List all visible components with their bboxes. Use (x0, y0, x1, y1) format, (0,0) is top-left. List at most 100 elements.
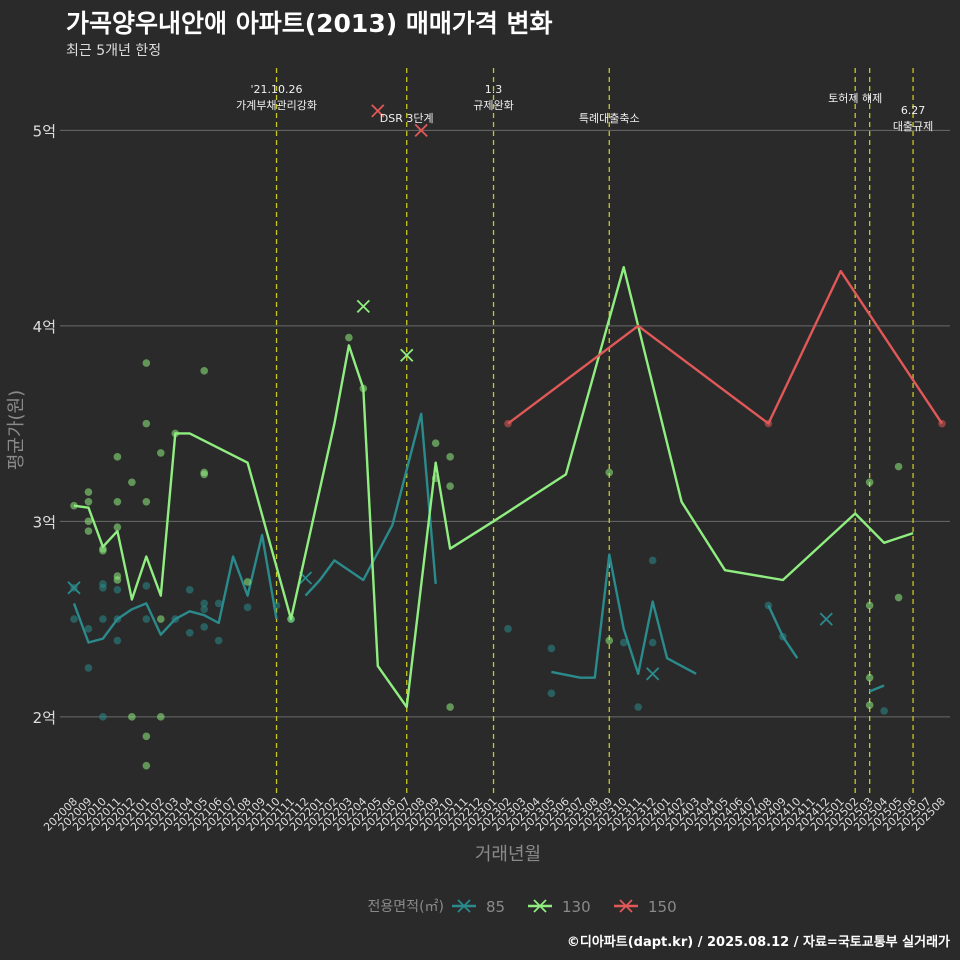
y-tick-label: 3억 (33, 513, 56, 531)
x-marker-150 (371, 104, 385, 118)
data-point-130 (865, 701, 874, 709)
x-marker-130 (356, 299, 370, 313)
data-point-85 (880, 707, 888, 715)
data-point-130 (128, 713, 136, 721)
data-point-130 (142, 359, 151, 367)
series-line-85 (304, 412, 437, 597)
data-point-130 (157, 615, 165, 623)
x-marker-85-b (67, 581, 81, 595)
policy-label: '21.10.26 (251, 83, 303, 96)
data-point-130 (894, 462, 903, 471)
y-tick-label: 5억 (33, 122, 56, 140)
data-point-85 (243, 603, 252, 612)
legend-label: 150 (648, 898, 677, 916)
data-point-85 (99, 615, 107, 623)
policy-label: 6.27 (901, 104, 926, 117)
data-point-130 (605, 468, 614, 477)
x-marker-150-b (371, 104, 385, 118)
y-axis-title: 평균가(원) (6, 390, 27, 470)
data-point-130 (84, 527, 93, 535)
source-caption: ©디아파트(dapt.kr) / 2025.08.12 / 자료=국토교통부 실… (566, 935, 950, 950)
data-point-85 (142, 582, 151, 590)
data-point-130 (142, 761, 151, 770)
data-point-130 (446, 482, 454, 490)
series-85 (67, 412, 888, 721)
x-marker-85-b (298, 571, 313, 585)
x-marker-85 (819, 612, 833, 626)
data-point-130 (142, 498, 151, 506)
x-marker-150-b (414, 123, 428, 138)
policy-label: 가계부채관리강화 (236, 99, 317, 112)
data-point-130 (157, 449, 165, 457)
y-tick-label: 4억 (33, 318, 56, 336)
data-point-130 (84, 498, 93, 506)
data-point-85 (113, 585, 122, 594)
legend: 전용면적(㎡) 85 130 150 (368, 898, 677, 916)
data-point-130 (84, 517, 93, 526)
data-point-130 (200, 470, 208, 479)
series-line-130 (73, 266, 914, 709)
data-point-130 (446, 453, 454, 461)
data-point-85 (113, 636, 122, 645)
series-130 (70, 266, 914, 770)
x-marker-150 (414, 123, 428, 138)
data-point-130 (113, 498, 122, 506)
policy-label: 대출규제 (893, 120, 933, 133)
data-point-130 (200, 367, 208, 375)
data-point-130 (113, 453, 122, 461)
policy-label: 1.3 (485, 83, 503, 96)
data-point-130 (157, 713, 165, 721)
x-tick-labels: 2020082020092020102020112020122021012021… (41, 795, 948, 834)
data-point-85 (504, 625, 512, 633)
series-line-85 (767, 604, 799, 659)
policy-label: 규제완화 (473, 99, 513, 112)
data-point-85 (547, 689, 556, 698)
policy-label: DSR 3단계 (380, 112, 434, 125)
data-point-130 (128, 478, 136, 487)
data-point-85 (70, 615, 78, 623)
data-point-130 (84, 488, 93, 496)
legend-item-130: 130 (528, 898, 591, 916)
data-point-130 (865, 601, 874, 610)
legend-x-marker-b (457, 899, 471, 913)
data-point-130 (605, 636, 614, 645)
x-axis-title: 거래년월 (475, 844, 541, 865)
data-point-85 (648, 556, 657, 565)
data-point-130 (142, 732, 151, 741)
legend-x-marker (457, 899, 471, 913)
y-tick-label: 2억 (33, 709, 56, 727)
x-marker-85-b (819, 612, 833, 626)
policy-lines (275, 68, 914, 795)
legend-x-marker (619, 899, 633, 913)
data-point-85 (200, 599, 208, 608)
data-point-130 (446, 703, 454, 711)
y-gridlines: 2억 3억 4억 5억 (33, 122, 950, 727)
legend-item-85: 85 (452, 898, 505, 916)
data-point-85 (185, 628, 194, 637)
data-point-130 (865, 478, 874, 487)
series-line-150 (507, 269, 943, 425)
legend-item-150: 150 (614, 898, 677, 916)
data-point-130 (431, 439, 440, 447)
series-line-85 (72, 533, 278, 644)
chart-subtitle: 최근 5개년 한정 (66, 43, 162, 59)
data-point-130 (865, 673, 874, 682)
x-marker-85 (67, 581, 81, 595)
x-marker-85-b (646, 667, 660, 681)
data-point-85 (200, 605, 208, 614)
x-marker-130 (400, 348, 414, 362)
data-point-85 (634, 703, 642, 711)
series-150 (371, 104, 946, 428)
data-point-85 (84, 625, 93, 633)
data-point-85 (99, 584, 107, 592)
legend-title: 전용면적(㎡) (368, 899, 444, 915)
x-marker-85 (646, 667, 660, 681)
chart-title: 가곡양우내안애 아파트(2013) 매매가격 변화 (66, 9, 553, 38)
data-point-85 (648, 638, 657, 647)
data-point-85 (84, 664, 93, 672)
data-point-130 (113, 523, 122, 532)
data-point-85 (214, 636, 223, 645)
data-point-85 (214, 599, 223, 608)
